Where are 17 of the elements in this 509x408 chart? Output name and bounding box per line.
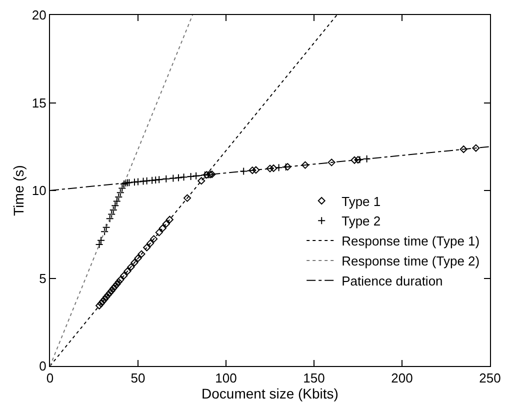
y-tick-label: 20 (32, 8, 46, 23)
x-axis-title: Document size (Kbits) (202, 386, 338, 402)
legend-label: Type 2 (342, 214, 381, 229)
y-tick-label: 15 (32, 95, 46, 110)
x-tick-label: 100 (215, 370, 237, 386)
y-tick-label: 10 (32, 183, 46, 198)
x-tick-label: 200 (391, 370, 413, 386)
legend-label: Patience duration (342, 273, 443, 288)
y-axis-title: Time (s) (10, 165, 27, 216)
y-tick-label: 5 (39, 270, 46, 286)
x-tick-label: 250 (479, 370, 501, 386)
legend-label: Response time (Type 2) (342, 254, 480, 269)
legend-label: Type 1 (342, 194, 381, 209)
y-tick-label: 0 (39, 358, 46, 374)
legend-label: Response time (Type 1) (342, 234, 480, 249)
x-tick-label: 150 (303, 370, 325, 386)
x-tick-label: 50 (130, 370, 146, 386)
